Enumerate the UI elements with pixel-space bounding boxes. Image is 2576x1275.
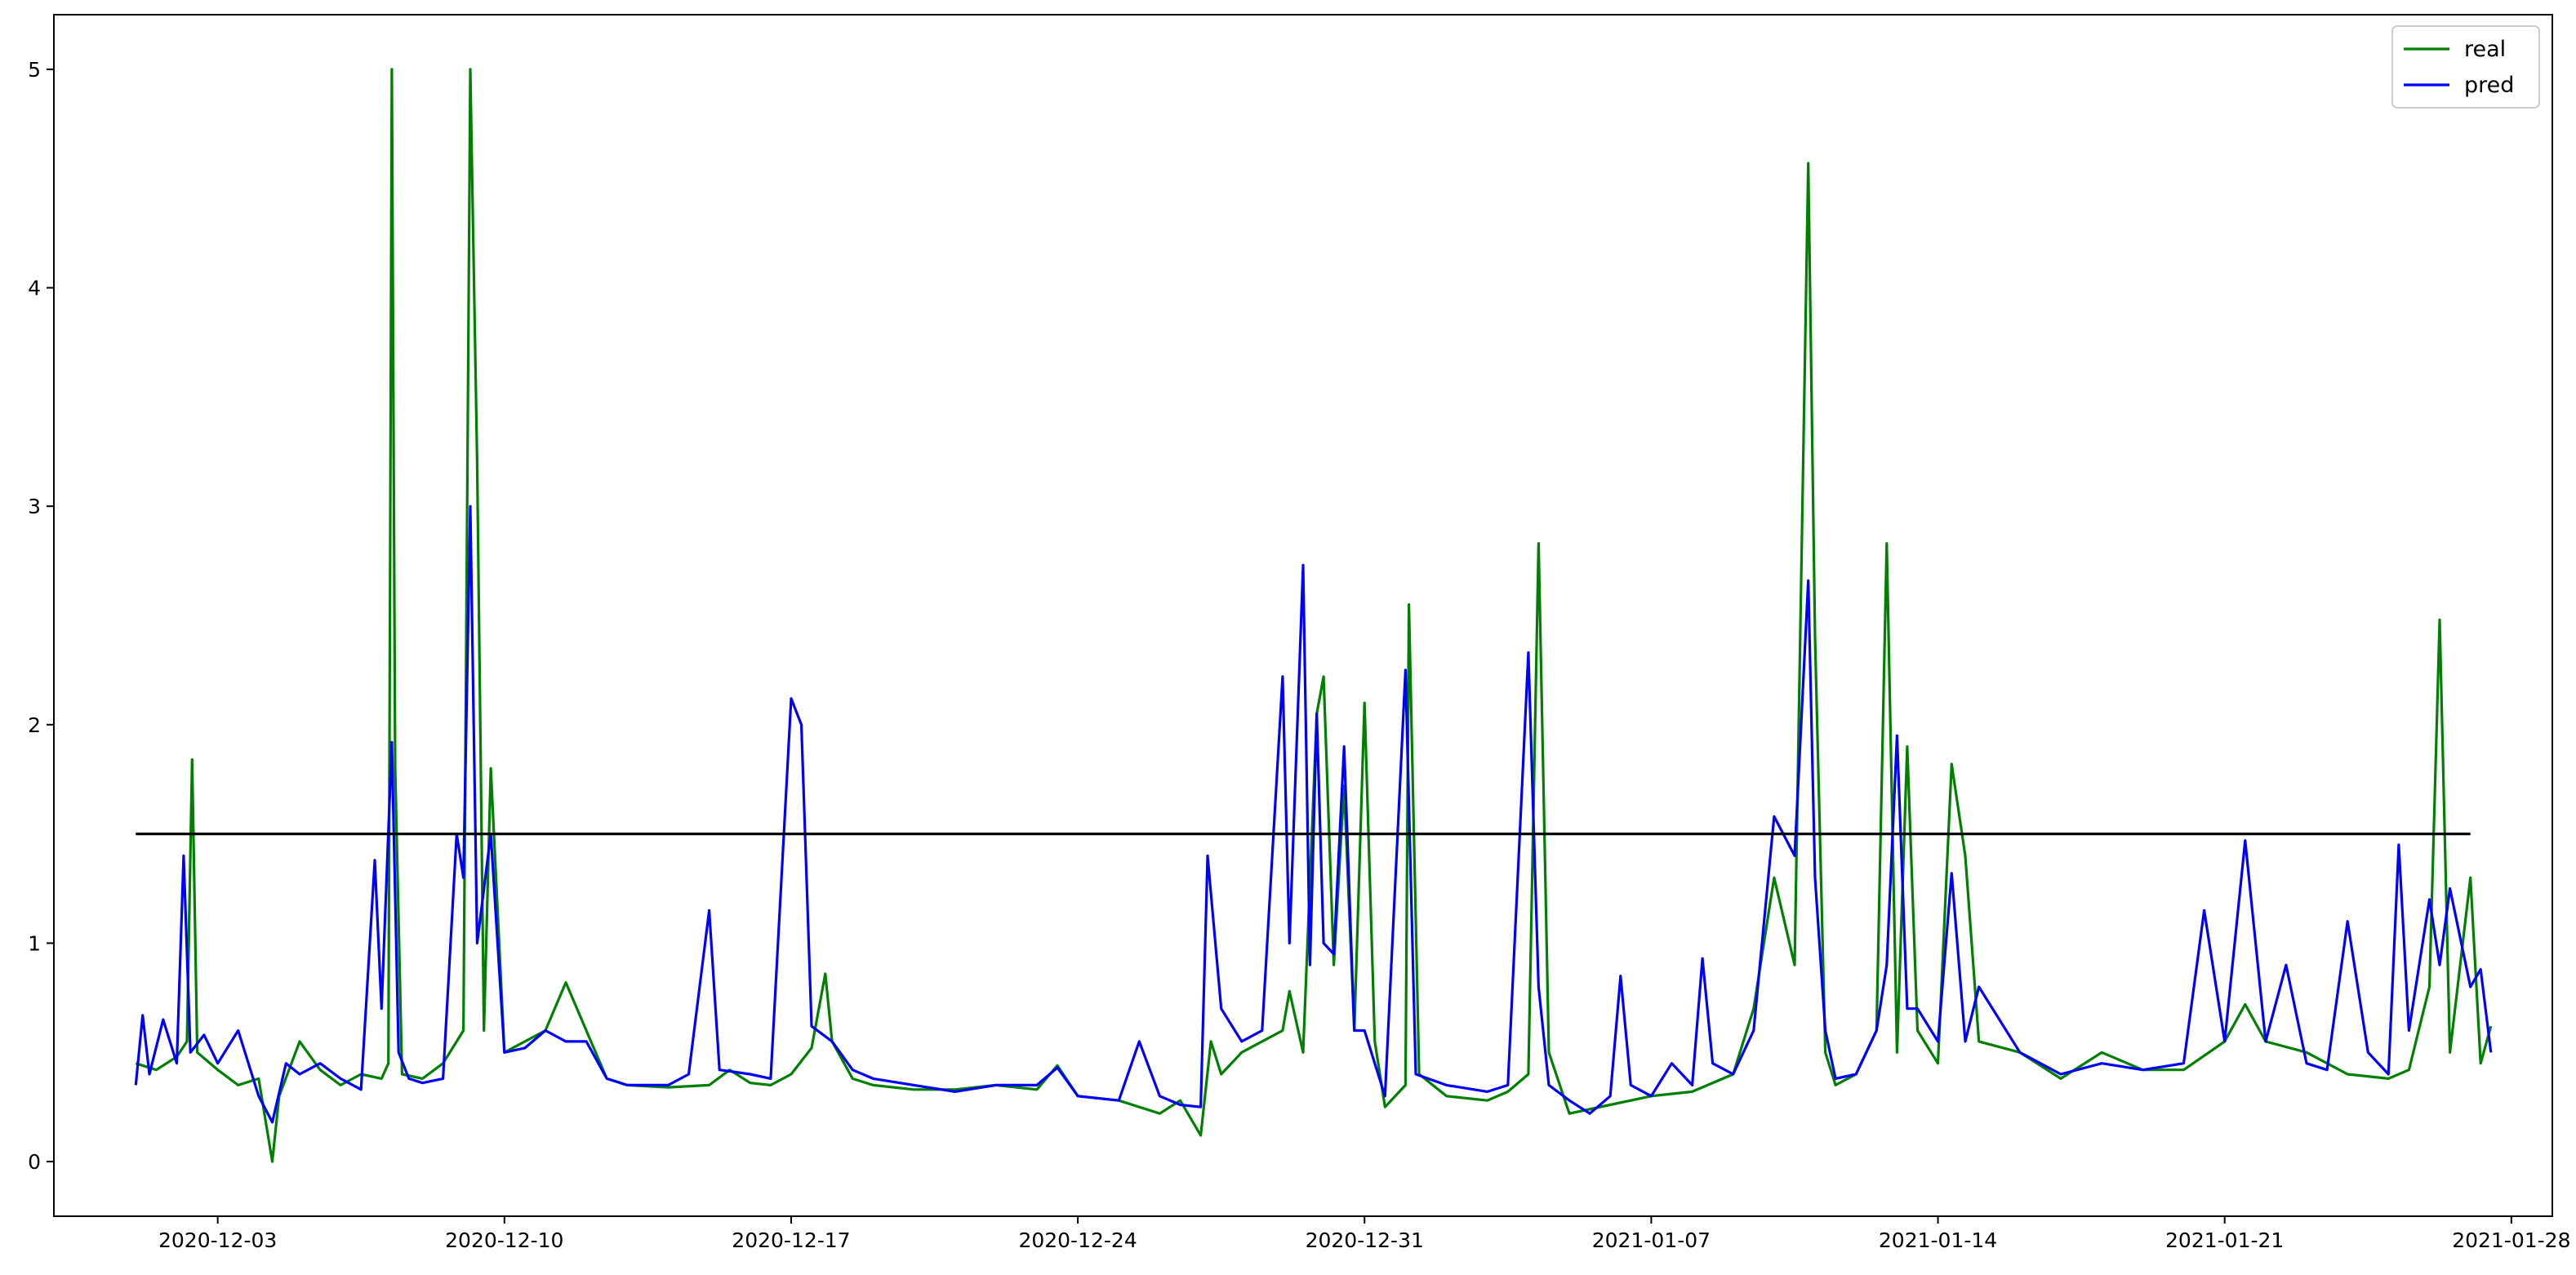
legend-label-real: real bbox=[2464, 37, 2506, 62]
series-line-real bbox=[135, 68, 2493, 1163]
x-tick-label: 2020-12-10 bbox=[445, 1228, 563, 1252]
y-tick-label: 4 bbox=[28, 277, 41, 300]
legend-label-pred: pred bbox=[2464, 73, 2514, 98]
x-tick-label: 2021-01-07 bbox=[1592, 1228, 1711, 1252]
y-tick-label: 5 bbox=[28, 58, 41, 82]
y-tick-label: 0 bbox=[28, 1150, 41, 1174]
x-tick-label: 2020-12-03 bbox=[158, 1228, 277, 1252]
series-line-pred bbox=[134, 504, 2493, 1124]
legend-box bbox=[2391, 25, 2540, 109]
y-tick-label: 2 bbox=[28, 713, 41, 737]
x-tick-label: 2020-12-17 bbox=[732, 1228, 850, 1252]
y-tick-label: 1 bbox=[28, 931, 41, 955]
x-tick-label: 2021-01-28 bbox=[2452, 1228, 2570, 1252]
legend: real pred bbox=[2391, 25, 2540, 109]
y-tick-label: 3 bbox=[28, 495, 41, 518]
x-tick-label: 2021-01-14 bbox=[1879, 1228, 1997, 1252]
x-tick-label: 2021-01-21 bbox=[2165, 1228, 2284, 1252]
x-tick-label: 2020-12-24 bbox=[1018, 1228, 1137, 1252]
x-tick-label: 2020-12-31 bbox=[1306, 1228, 1424, 1252]
axes-frame bbox=[53, 14, 2553, 1217]
